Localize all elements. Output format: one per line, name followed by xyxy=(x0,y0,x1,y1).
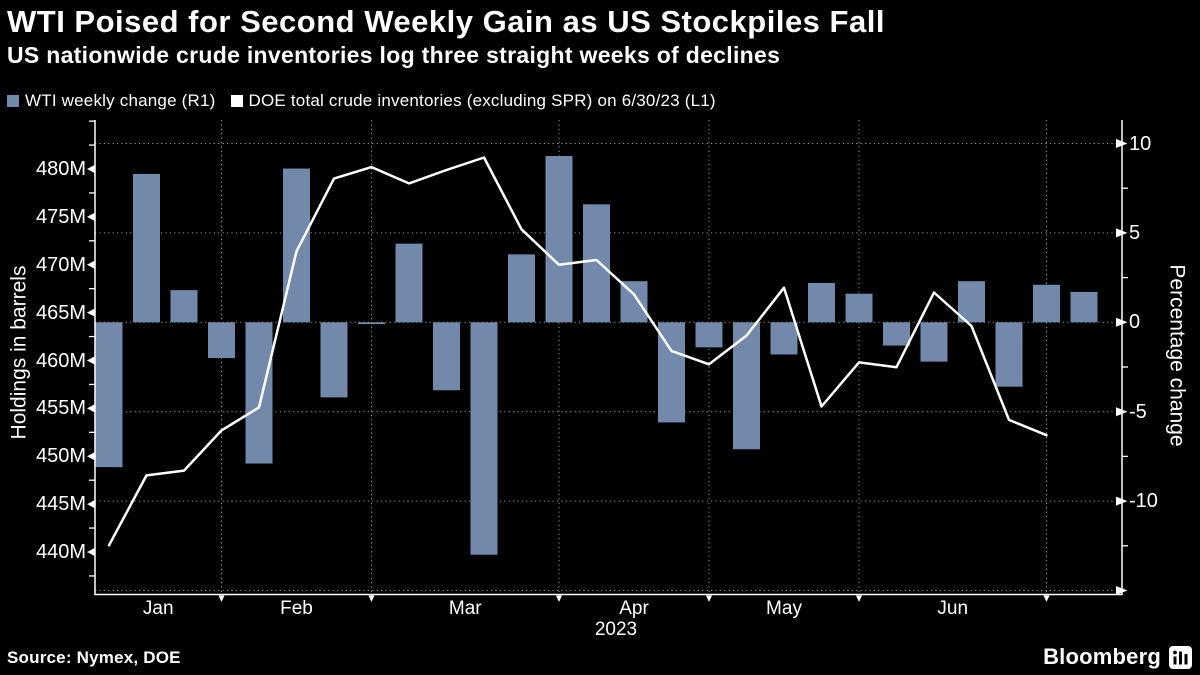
wti-weekly-change-bar xyxy=(695,322,723,348)
month-tick-arrow xyxy=(1043,595,1050,602)
legend: WTI weekly change (R1) DOE total crude i… xyxy=(7,91,716,111)
left-axis-tick-arrow xyxy=(87,547,96,557)
left-axis-tick-label: 450M xyxy=(35,445,86,468)
wti-weekly-change-bar xyxy=(170,290,198,323)
legend-swatch-wti xyxy=(7,95,19,107)
month-label: Mar xyxy=(448,598,482,619)
month-label: Jun xyxy=(937,598,969,619)
left-axis-tick-label: 455M xyxy=(35,397,86,420)
wti-weekly-change-bar xyxy=(995,322,1023,387)
left-axis-tick-arrow xyxy=(87,403,96,413)
right-axis-tick-label: 10 xyxy=(1129,132,1152,155)
wti-weekly-change-bar xyxy=(1033,284,1060,323)
legend-swatch-doe xyxy=(230,95,243,107)
legend-item-wti: WTI weekly change (R1) xyxy=(7,91,216,111)
month-tick-arrow xyxy=(706,595,712,602)
left-axis-tick-arrow xyxy=(87,356,96,365)
wti-weekly-change-bar xyxy=(920,322,948,362)
source-note: Source: Nymex, DOE xyxy=(7,648,181,667)
wti-weekly-change-bar xyxy=(95,322,123,468)
bloomberg-terminal-icon xyxy=(1169,645,1192,669)
wti-weekly-change-bar xyxy=(883,322,910,346)
wti-weekly-change-bar xyxy=(545,156,573,323)
wti-weekly-change-bar xyxy=(1070,291,1098,323)
wti-weekly-change-bar xyxy=(320,322,348,398)
wti-weekly-change-bar xyxy=(358,322,385,325)
left-axis-tick-label: 460M xyxy=(35,349,86,372)
left-axis-tick-arrow xyxy=(87,260,96,270)
month-tick-arrow xyxy=(218,595,225,602)
wti-weekly-change-bar xyxy=(958,281,985,323)
month-label: Feb xyxy=(280,598,313,619)
right-axis-tick-label: -10 xyxy=(1129,490,1158,513)
left-axis-tick-arrow xyxy=(87,451,96,461)
wti-weekly-change-bar xyxy=(283,168,310,323)
left-axis-tick-label: 480M xyxy=(35,158,86,180)
legend-label-wti: WTI weekly change (R1) xyxy=(25,91,216,110)
wti-weekly-change-bar xyxy=(395,243,423,323)
month-tick-arrow xyxy=(368,595,375,602)
chart-subtitle: US nationwide crude inventories log thre… xyxy=(7,42,781,68)
left-axis-tick-label: 440M xyxy=(35,541,86,563)
doe-inventories-line xyxy=(107,156,1048,547)
legend-item-doe: DOE total crude inventories (excluding S… xyxy=(230,91,716,111)
bloomberg-logo: Bloomberg xyxy=(1043,644,1192,670)
chart-title: WTI Poised for Second Weekly Gain as US … xyxy=(7,4,885,39)
wti-weekly-change-bar xyxy=(508,254,535,323)
wti-weekly-change-bar xyxy=(133,173,160,323)
wti-weekly-change-bar xyxy=(620,281,648,323)
month-tick-arrow xyxy=(856,595,862,602)
wti-weekly-change-bar xyxy=(245,322,273,464)
wti-weekly-change-bar xyxy=(845,293,873,323)
left-axis-tick-arrow xyxy=(87,212,96,222)
wti-weekly-change-bar xyxy=(583,204,610,323)
right-axis-tick-label: 5 xyxy=(1129,221,1141,244)
left-axis-tick-label: 475M xyxy=(35,205,86,228)
wti-weekly-change-bar xyxy=(433,322,460,391)
wti-weekly-change-bar xyxy=(470,322,498,555)
left-axis-tick-arrow xyxy=(87,164,96,174)
month-label: Jan xyxy=(142,598,174,619)
left-axis-tick-arrow xyxy=(87,308,96,318)
left-axis-tick-label: 445M xyxy=(35,493,86,516)
x-axis-year-label: 2023 xyxy=(594,619,638,640)
month-tick-arrow xyxy=(556,595,562,602)
wti-weekly-change-bar xyxy=(208,322,235,359)
legend-label-doe: DOE total crude inventories (excluding S… xyxy=(248,91,716,110)
month-label: Apr xyxy=(619,598,649,619)
wti-weekly-change-bar xyxy=(770,322,798,355)
left-axis-tick-arrow xyxy=(87,499,96,509)
month-label: May xyxy=(766,598,802,619)
right-axis-tick-label: -5 xyxy=(1129,400,1147,423)
right-axis-tick-label: 0 xyxy=(1129,311,1141,334)
left-axis-tick-label: 465M xyxy=(35,301,86,324)
left-axis-tick-label: 470M xyxy=(35,253,86,276)
wti-weekly-change-bar xyxy=(808,282,835,323)
bloomberg-wordmark: Bloomberg xyxy=(1043,644,1161,669)
